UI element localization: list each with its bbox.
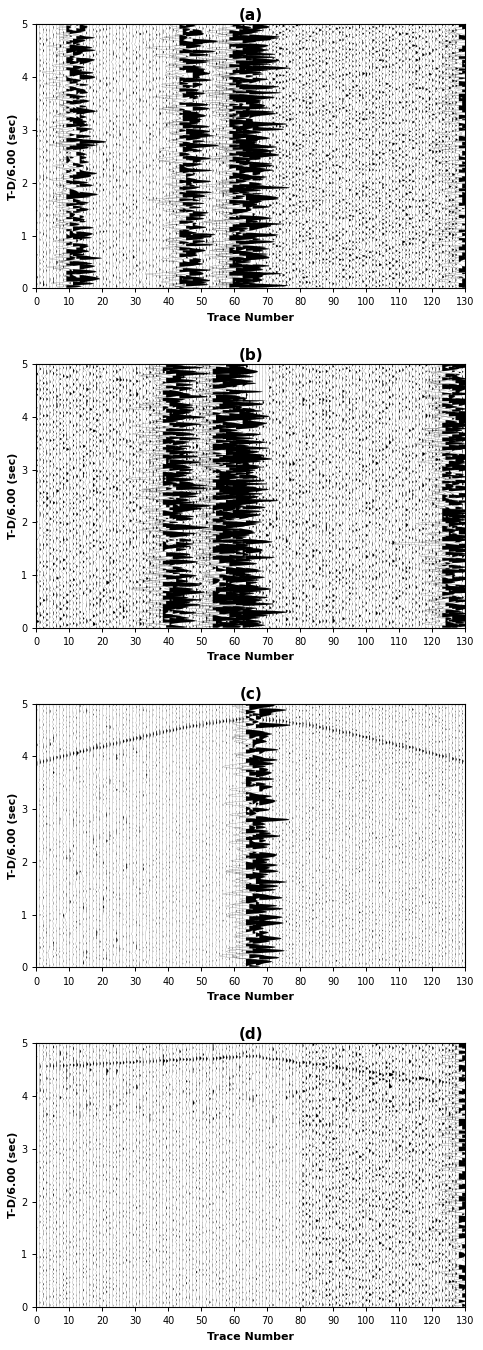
- Title: (a): (a): [239, 8, 263, 23]
- Bar: [36, 968, 466, 983]
- X-axis label: Trace Number: Trace Number: [207, 313, 295, 323]
- Title: (b): (b): [239, 348, 263, 363]
- Title: (d): (d): [239, 1027, 263, 1042]
- Y-axis label: T-D/6.00 (sec): T-D/6.00 (sec): [8, 792, 18, 879]
- Bar: [36, 628, 466, 644]
- Y-axis label: T-D/6.00 (sec): T-D/6.00 (sec): [8, 452, 18, 539]
- Bar: [36, 1307, 466, 1323]
- Y-axis label: T-D/6.00 (sec): T-D/6.00 (sec): [8, 1133, 18, 1218]
- Bar: [36, 289, 466, 304]
- X-axis label: Trace Number: Trace Number: [207, 1331, 295, 1342]
- Title: (c): (c): [240, 687, 262, 702]
- Y-axis label: T-D/6.00 (sec): T-D/6.00 (sec): [8, 113, 18, 200]
- X-axis label: Trace Number: Trace Number: [207, 992, 295, 1002]
- X-axis label: Trace Number: Trace Number: [207, 652, 295, 663]
